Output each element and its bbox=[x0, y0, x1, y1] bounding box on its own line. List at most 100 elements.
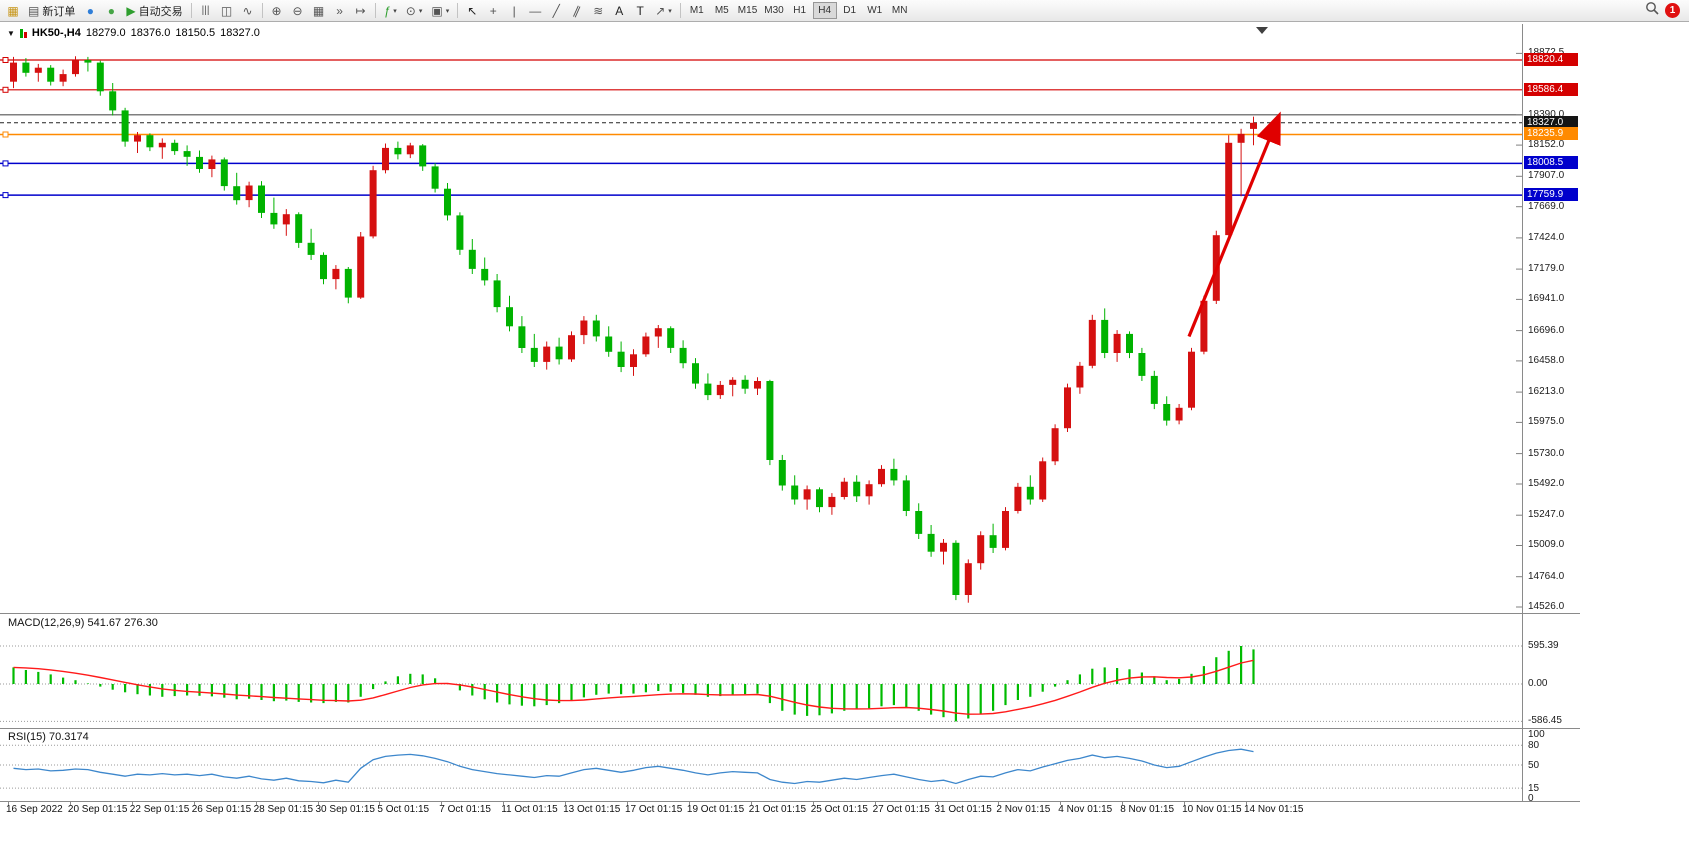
candle bbox=[158, 142, 166, 148]
rsi-panel[interactable] bbox=[0, 729, 1522, 800]
candle bbox=[1113, 333, 1121, 353]
notification-badge[interactable]: 1 bbox=[1665, 3, 1680, 18]
cursor-tool-button[interactable]: ↖ bbox=[462, 1, 482, 20]
price-chart[interactable] bbox=[0, 24, 1522, 613]
rsi-axis[interactable]: 100 80 50 15 0 bbox=[1523, 729, 1585, 804]
tile-windows-button[interactable]: ▦ bbox=[309, 1, 329, 20]
zoom-out-button[interactable]: ⊖ bbox=[288, 1, 308, 20]
time-tick bbox=[503, 802, 505, 805]
hline-handle[interactable] bbox=[2, 192, 9, 199]
auto-scroll-icon: » bbox=[336, 3, 343, 18]
toolbar-separator bbox=[374, 3, 376, 18]
candle bbox=[282, 214, 290, 225]
new-chart-button[interactable]: ▦ bbox=[3, 1, 23, 20]
candle bbox=[543, 346, 551, 362]
rsi-axis-label: 0 bbox=[1528, 793, 1534, 804]
chart-shift-marker[interactable] bbox=[1256, 27, 1268, 34]
candle bbox=[580, 320, 588, 336]
hline-handle[interactable] bbox=[2, 160, 9, 167]
candle bbox=[431, 166, 439, 189]
chart-title-bar: ▼ HK50-,H4 18279.0 18376.0 18150.5 18327… bbox=[7, 27, 260, 39]
autotrading-button[interactable]: ▶ 自动交易 bbox=[122, 1, 186, 20]
auto-scroll-button[interactable]: » bbox=[330, 1, 350, 20]
chart-shift-button[interactable]: ↦ bbox=[351, 1, 371, 20]
candle bbox=[940, 542, 947, 552]
bar-chart-button[interactable]: ||| bbox=[196, 1, 216, 20]
timeframe-h1-button[interactable]: H1 bbox=[788, 2, 812, 19]
candle bbox=[1126, 333, 1133, 353]
indicators-button[interactable]: ƒ ▾ bbox=[380, 1, 401, 20]
templates-dropdown[interactable]: ▣ ▾ bbox=[427, 1, 453, 20]
label-tool-button[interactable]: T bbox=[630, 1, 650, 20]
candle bbox=[1088, 319, 1096, 366]
candle bbox=[828, 496, 836, 508]
rsi-name: RSI(15) bbox=[8, 731, 46, 743]
zoom-in-button[interactable]: ⊕ bbox=[267, 1, 287, 20]
candle bbox=[679, 347, 687, 364]
price-tag-label: 18586.4 bbox=[1524, 82, 1578, 96]
hline-handle[interactable] bbox=[2, 131, 9, 138]
ohlc-open: 18279.0 bbox=[85, 27, 126, 39]
channel-tool-button[interactable]: ∥ bbox=[567, 1, 587, 20]
candle bbox=[1138, 353, 1146, 376]
rsi-axis-label: 100 bbox=[1528, 729, 1545, 740]
hline-handle[interactable] bbox=[2, 86, 9, 93]
price-axis-border bbox=[1522, 24, 1523, 801]
time-tick bbox=[8, 802, 9, 805]
horizontal-line-tool-button[interactable]: — bbox=[525, 1, 545, 20]
candle bbox=[754, 381, 761, 389]
time-label: 14 Nov 01:15 bbox=[1244, 804, 1304, 815]
fibonacci-tool-button[interactable]: ≋ bbox=[588, 1, 608, 20]
trendline-tool-button[interactable]: ╱ bbox=[546, 1, 566, 20]
periods-dropdown[interactable]: ⊙ ▾ bbox=[402, 1, 427, 20]
panel-separator[interactable] bbox=[0, 613, 1580, 614]
new-order-button[interactable]: ▤ 新订单 bbox=[24, 1, 79, 20]
timeframe-m30-button[interactable]: M30 bbox=[761, 2, 786, 19]
macd-signal-value: 276.30 bbox=[124, 617, 158, 629]
search-button[interactable] bbox=[1645, 1, 1659, 20]
time-tick bbox=[688, 802, 690, 805]
rsi-axis-label: 50 bbox=[1528, 760, 1540, 771]
candle bbox=[1039, 461, 1047, 500]
timeframe-d1-button[interactable]: D1 bbox=[838, 2, 862, 19]
text-icon: A bbox=[615, 3, 624, 18]
chart-menu-arrow-icon[interactable]: ▼ bbox=[7, 28, 15, 38]
candle bbox=[344, 268, 352, 298]
price-axis[interactable]: 18872.5 18390.0 18152.0 17907.0 17669.0 17424… bbox=[1523, 24, 1585, 613]
candle bbox=[270, 212, 278, 225]
candle bbox=[1237, 133, 1245, 143]
horizontal-line-icon: — bbox=[529, 3, 542, 18]
profile-button[interactable]: ● bbox=[80, 1, 100, 20]
time-tick bbox=[998, 802, 1000, 805]
time-tick bbox=[131, 802, 133, 805]
candlestick-chart-button[interactable]: ◫ bbox=[217, 1, 237, 20]
text-tool-button[interactable]: A bbox=[609, 1, 629, 20]
timeframe-h4-button[interactable]: H4 bbox=[812, 2, 837, 19]
timeframe-m1-button[interactable]: M1 bbox=[685, 2, 709, 19]
timeframe-mn-button[interactable]: MN bbox=[888, 2, 912, 19]
time-label: 19 Oct 01:15 bbox=[686, 804, 745, 815]
macd-panel[interactable] bbox=[0, 614, 1522, 727]
macd-axis[interactable]: 595.39 0.00 -586.45 bbox=[1523, 614, 1585, 727]
timeframe-m15-button[interactable]: M15 bbox=[735, 2, 760, 19]
trend-arrow-annotation[interactable] bbox=[1187, 111, 1281, 338]
candle bbox=[320, 254, 327, 280]
candle bbox=[530, 347, 538, 362]
label-icon: T bbox=[636, 3, 644, 18]
line-chart-button[interactable]: ∿ bbox=[238, 1, 258, 20]
time-axis[interactable]: 16 Sep 2022 20 Sep 01:15 22 Sep 01:15 26 Se… bbox=[0, 801, 1580, 817]
hline-handle[interactable] bbox=[2, 57, 9, 63]
price-tag-label: 17759.9 bbox=[1524, 188, 1578, 202]
vertical-line-tool-button[interactable]: | bbox=[504, 1, 524, 20]
arrows-dropdown[interactable]: ↗ ▾ bbox=[651, 1, 676, 20]
crosshair-tool-button[interactable]: + bbox=[483, 1, 503, 20]
timeframe-m5-button[interactable]: M5 bbox=[710, 2, 734, 19]
price-grid-label: 16458.0 bbox=[1528, 354, 1565, 366]
price-tag-label: 18820.4 bbox=[1524, 53, 1578, 66]
candle bbox=[146, 135, 154, 148]
timeframe-w1-button[interactable]: W1 bbox=[863, 2, 887, 19]
price-grid-label: 14764.0 bbox=[1528, 570, 1565, 582]
panel-separator[interactable] bbox=[0, 728, 1580, 729]
community-button[interactable]: ● bbox=[101, 1, 121, 20]
toolbar-separator bbox=[457, 3, 459, 18]
